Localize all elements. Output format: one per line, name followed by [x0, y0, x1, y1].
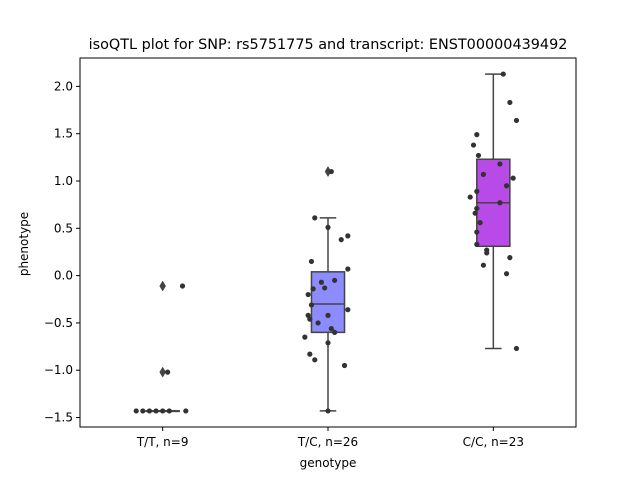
data-point-0-4: [160, 408, 166, 414]
y-tick-label-3: 0.0: [54, 269, 73, 283]
data-point-2-2: [475, 152, 482, 159]
data-point-1-0: [302, 334, 308, 340]
data-point-2-5: [467, 194, 473, 200]
data-point-0-2: [146, 408, 153, 414]
x-tick-label-0: T/T, n=9: [136, 435, 189, 449]
data-point-1-25: [325, 408, 331, 414]
y-tick-label-5: 1.0: [54, 174, 73, 188]
data-point-0-0: [133, 408, 139, 414]
data-point-2-10: [474, 241, 480, 247]
data-point-1-6: [308, 302, 315, 308]
data-point-1-15: [328, 326, 334, 332]
data-point-2-0: [474, 132, 480, 138]
plot-area: −1.5 −1.0 −0.5 0.0 0.5 1.0 1.5 2.0 T/T, n=9 T/C, …: [44, 57, 577, 449]
data-point-2-21: [513, 117, 520, 124]
data-point-1-18: [345, 266, 351, 272]
outlier-marker-0-0: [159, 280, 166, 292]
data-point-1-9: [315, 320, 321, 326]
chart-title: isoQTL plot for SNP: rs5751775 and trans…: [89, 37, 568, 53]
data-point-1-17: [325, 340, 331, 346]
data-point-2-17: [497, 200, 503, 206]
box-1: [310, 271, 346, 334]
data-point-2-1: [470, 142, 477, 148]
x-tick-label-2: C/C, n=23: [463, 435, 524, 449]
outlier-marker-0-1: [159, 366, 166, 378]
data-point-0-7: [165, 369, 171, 375]
data-point-2-19: [503, 271, 510, 277]
data-point-1-20: [345, 233, 351, 239]
data-point-1-14: [325, 312, 331, 318]
data-point-1-3: [308, 258, 315, 265]
x-tick-label-1: T/C, n=26: [297, 435, 358, 449]
data-point-0-8: [179, 283, 186, 289]
data-point-1-21: [338, 237, 344, 243]
x-axis-label: genotype: [300, 456, 357, 470]
data-point-0-3: [153, 408, 159, 414]
y-tick-label-7: 2.0: [54, 79, 73, 93]
data-point-2-18: [507, 255, 513, 261]
data-point-2-14: [497, 161, 503, 167]
y-tick-label-0: −1.5: [44, 411, 73, 425]
data-point-2-23: [513, 345, 520, 352]
data-point-2-8: [477, 220, 483, 226]
data-point-1-2: [312, 357, 318, 363]
data-point-1-5: [305, 291, 311, 298]
data-point-1-13: [322, 285, 328, 291]
data-point-1-19: [345, 307, 351, 313]
data-point-1-4: [310, 286, 316, 292]
data-point-0-1: [140, 408, 146, 414]
data-point-2-7: [472, 210, 478, 216]
data-point-1-23: [332, 277, 338, 283]
data-point-0-6: [183, 408, 189, 414]
data-point-2-12: [484, 250, 490, 256]
y-tick-label-4: 0.5: [54, 221, 73, 235]
y-tick-label-1: −1.0: [44, 363, 73, 377]
y-tick-label-6: 1.5: [54, 127, 73, 141]
data-point-2-9: [474, 229, 480, 235]
data-point-1-22: [341, 362, 348, 369]
data-point-1-8: [307, 316, 313, 322]
data-point-2-16: [503, 183, 510, 189]
y-tick-label-2: −0.5: [44, 316, 73, 330]
data-point-1-12: [318, 279, 324, 285]
data-point-2-20: [507, 99, 513, 106]
data-point-1-11: [325, 224, 331, 230]
data-point-1-16: [332, 329, 338, 335]
data-point-1-1: [307, 351, 313, 357]
data-point-0-5: [166, 408, 172, 414]
data-point-2-3: [480, 171, 487, 177]
data-point-2-22: [500, 71, 506, 77]
data-point-2-15: [510, 175, 516, 181]
data-point-2-4: [474, 188, 480, 195]
data-point-1-10: [312, 215, 318, 221]
data-point-1-24: [328, 168, 334, 175]
y-axis-label: phenotype: [17, 212, 31, 276]
data-point-2-13: [480, 262, 487, 268]
data-point-2-6: [474, 205, 480, 212]
